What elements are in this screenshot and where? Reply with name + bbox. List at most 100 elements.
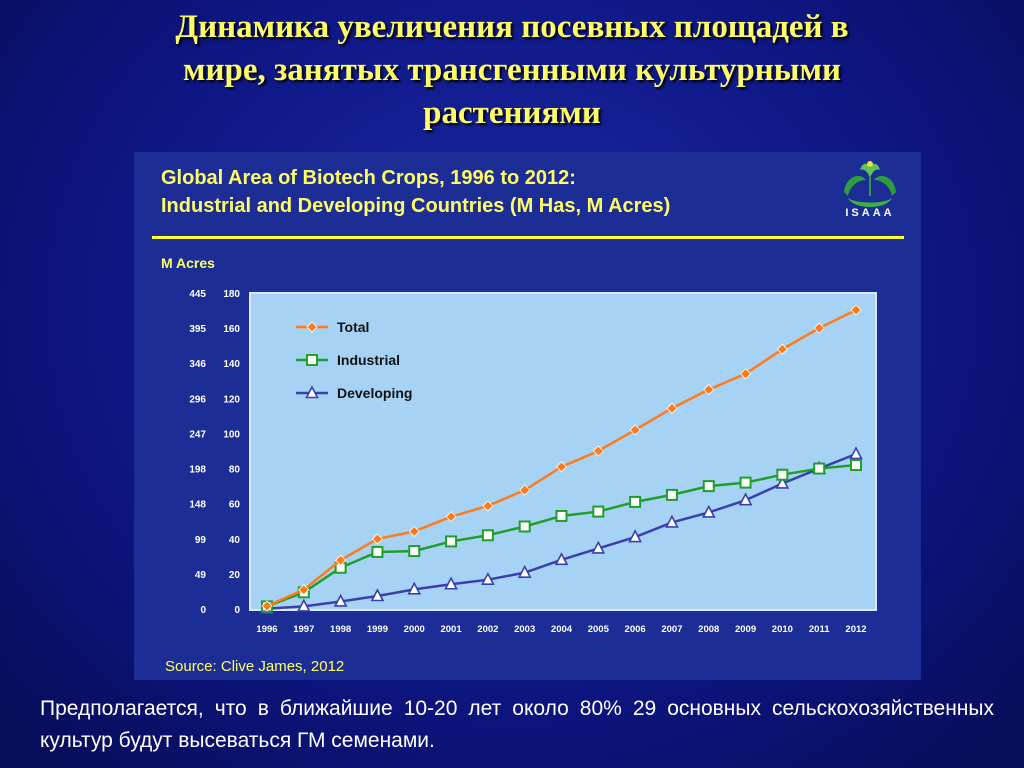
y-tick-label-left: 445 — [189, 289, 206, 300]
source-note: Source: Clive James, 2012 — [165, 658, 345, 675]
x-tick-label: 2001 — [440, 624, 462, 635]
x-tick-label: 2006 — [625, 624, 646, 635]
data-point-total — [850, 304, 862, 316]
chart-title: Global Area of Biotech Crops, 1996 to 20… — [161, 164, 670, 220]
legend-label-industrial: Industrial — [337, 352, 400, 368]
data-point-industrial — [739, 476, 752, 489]
isaaa-logo-icon — [844, 161, 896, 207]
data-point-industrial — [665, 488, 678, 501]
data-point-developing — [738, 492, 753, 506]
data-point-developing — [775, 475, 790, 489]
data-point-total — [813, 322, 825, 334]
data-point-total — [519, 484, 531, 496]
data-point-industrial — [629, 495, 642, 508]
x-tick-label: 2002 — [477, 624, 498, 635]
data-point-total — [739, 368, 752, 380]
y-tick-label-right: 180 — [223, 289, 240, 300]
data-point-developing — [849, 446, 863, 460]
y-tick-label-right: 160 — [223, 324, 240, 335]
slide-caption: Предполагается, что в ближайшие 10-20 ле… — [40, 697, 994, 752]
data-point-total — [408, 525, 420, 537]
y-tick-label-right: 140 — [223, 359, 240, 370]
data-point-developing — [407, 581, 422, 595]
data-point-industrial — [702, 480, 715, 493]
legend-marker-industrial — [306, 354, 318, 366]
data-point-total — [703, 383, 715, 396]
slide-title-line-1: Динамика увеличения посевных площадей в — [175, 9, 849, 45]
x-tick-label: 2003 — [514, 624, 535, 635]
data-point-total — [629, 424, 641, 436]
data-point-total — [445, 511, 457, 523]
x-tick-label: 2010 — [772, 624, 793, 635]
x-tick-label: 2005 — [588, 624, 610, 635]
legend-label-total: Total — [337, 319, 369, 335]
data-point-developing — [628, 529, 642, 543]
data-point-developing — [517, 564, 532, 578]
data-point-industrial — [518, 520, 531, 533]
chart-title-line-1: Global Area of Biotech Crops, 1996 to 20… — [161, 167, 576, 189]
data-point-developing — [591, 540, 606, 554]
data-point-industrial — [850, 459, 862, 472]
slide-title-line-2: мире, занятых трансгенными культурными — [182, 52, 842, 88]
chart-title-line-2: Industrial and Developing Countries (M H… — [161, 195, 671, 217]
x-tick-label: 2009 — [735, 624, 756, 635]
y-tick-label-left: 346 — [189, 359, 206, 370]
legend-marker-developing — [305, 385, 319, 399]
chart-panel: Global Area of Biotech Crops, 1996 to 20… — [134, 152, 921, 680]
data-point-total — [666, 402, 678, 414]
x-tick-label: 1996 — [256, 624, 277, 635]
left-axis-unit-label: M Acres — [161, 255, 215, 271]
y-tick-label-right: 100 — [223, 429, 240, 440]
y-tick-label-right: 60 — [229, 500, 241, 511]
y-tick-label-right: 20 — [229, 570, 241, 581]
y-tick-label-left: 148 — [189, 500, 206, 511]
y-tick-label-right: 120 — [223, 394, 240, 405]
y-tick-label-right: 40 — [229, 535, 241, 546]
data-point-developing — [481, 571, 495, 585]
y-tick-label-left: 99 — [195, 535, 207, 546]
x-tick-label: 1998 — [330, 624, 351, 635]
y-tick-label-left: 49 — [195, 570, 207, 581]
chart-plot-svg: 0 0 20 49 40 99 60 148 80 198 100 247 120 296 140 346 16… — [189, 289, 877, 635]
y-tick-label-left: 0 — [200, 605, 206, 616]
data-point-developing — [296, 598, 311, 612]
data-point-industrial — [776, 468, 789, 481]
logo-text: ISAAA — [845, 207, 895, 219]
y-tick-label-left: 247 — [189, 429, 206, 440]
x-tick-label: 2012 — [845, 624, 866, 635]
data-point-industrial — [592, 505, 605, 518]
data-point-total — [298, 584, 310, 596]
data-point-total — [261, 600, 273, 612]
data-point-industrial — [481, 529, 494, 542]
data-point-total — [592, 445, 604, 457]
data-point-total — [482, 500, 494, 512]
y-tick-label-left: 296 — [189, 394, 206, 405]
x-tick-label: 2007 — [661, 624, 682, 635]
y-tick-label-left: 395 — [189, 324, 206, 335]
x-tick-label: 2004 — [551, 624, 573, 635]
data-point-total — [335, 554, 347, 566]
legend-marker-total — [306, 321, 318, 333]
data-point-developing — [701, 504, 716, 518]
data-point-industrial — [408, 545, 421, 558]
data-point-total — [555, 461, 568, 473]
data-point-developing — [554, 552, 569, 566]
data-point-total — [776, 343, 788, 355]
x-tick-label: 2011 — [809, 624, 830, 635]
data-point-industrial — [555, 509, 568, 522]
y-tick-label-right: 80 — [229, 465, 241, 476]
data-point-total — [371, 533, 384, 545]
x-tick-label: 2000 — [404, 624, 425, 635]
legend-label-developing: Developing — [337, 385, 412, 401]
data-point-developing — [444, 576, 458, 590]
y-tick-label-right: 0 — [234, 605, 240, 616]
x-tick-label: 1999 — [367, 624, 388, 635]
data-point-industrial — [813, 462, 826, 475]
slide-title: Динамика увеличения посевных площадей в … — [60, 6, 964, 135]
data-point-industrial — [371, 545, 384, 558]
x-tick-label: 2008 — [698, 624, 719, 635]
title-divider — [152, 236, 904, 239]
y-tick-label-left: 198 — [189, 465, 206, 476]
slide-title-line-3: растениями — [423, 95, 601, 131]
data-point-developing — [370, 588, 385, 602]
